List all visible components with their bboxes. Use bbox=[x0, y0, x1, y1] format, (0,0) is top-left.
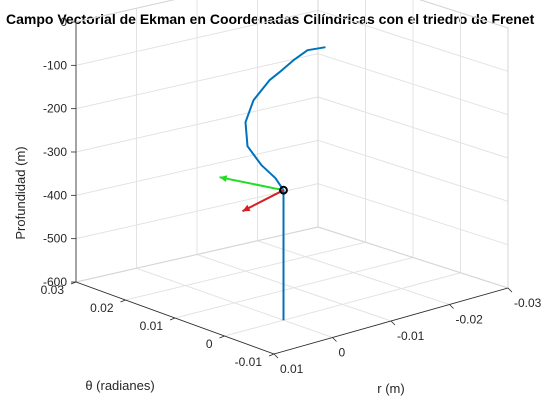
side-wall-grid-line bbox=[317, 53, 509, 116]
theta-axis-ticks: -0.01 0 0.01 0.02 0.03 bbox=[41, 283, 263, 369]
z-tick-label: -100 bbox=[43, 58, 67, 72]
back-wall-grid-line bbox=[75, 139, 319, 196]
floor-grid-line bbox=[224, 272, 461, 337]
side-wall-grid-line bbox=[317, 139, 509, 202]
theta-tick-label: 0.01 bbox=[140, 319, 164, 333]
z-tick-label: -300 bbox=[43, 145, 67, 159]
theta-tick-mark bbox=[120, 299, 126, 303]
z-tick-label: -200 bbox=[43, 102, 67, 116]
theta-tick-label: 0.03 bbox=[41, 283, 65, 297]
theta-tick-label: 0.02 bbox=[90, 301, 114, 315]
chart-title: Campo Vectorial de Ekman en Coordenadas … bbox=[6, 11, 535, 27]
theta-axis-label: θ (radianes) bbox=[85, 378, 154, 393]
pane-edge bbox=[75, 0, 176, 23]
z-tick-label: -400 bbox=[43, 188, 67, 202]
normal-vector-head bbox=[242, 204, 251, 212]
r-axis-ticks: -0.03 -0.02 -0.01 0 0.01 bbox=[280, 296, 542, 376]
grid-layer bbox=[75, 0, 509, 355]
z-tick-label: -500 bbox=[43, 232, 67, 246]
theta-tick-mark bbox=[169, 317, 176, 321]
z-axis-label: Profundidad (m) bbox=[13, 146, 28, 239]
ekman-profile-line bbox=[244, 46, 326, 321]
theta-tick-mark bbox=[70, 281, 77, 285]
floor-grid-line bbox=[174, 257, 414, 319]
side-wall-grid-line bbox=[317, 183, 509, 246]
r-tick-label: 0 bbox=[339, 346, 346, 360]
r-tick-label: -0.03 bbox=[514, 296, 542, 310]
frenet-point-marker bbox=[279, 185, 288, 195]
back-wall-grid-line bbox=[75, 9, 319, 66]
normal-vector bbox=[242, 189, 284, 213]
pane-edge bbox=[75, 226, 319, 283]
pane-edge bbox=[317, 226, 509, 289]
normal-vector-shaft bbox=[242, 189, 284, 213]
theta-tick-label: -0.01 bbox=[235, 355, 263, 369]
tangent-vector bbox=[219, 175, 284, 192]
side-wall-grid-line bbox=[317, 9, 509, 72]
tangent-vector-head bbox=[219, 175, 228, 183]
floor-grid-line bbox=[125, 241, 366, 301]
z-tick-label: -600 bbox=[43, 275, 67, 289]
theta-tick-label: 0 bbox=[206, 337, 213, 351]
r-tick-mark bbox=[273, 353, 279, 359]
r-tick-mark bbox=[332, 337, 337, 342]
theta-tick-mark bbox=[219, 335, 225, 339]
r-tick-mark bbox=[507, 287, 513, 293]
data-layer bbox=[219, 46, 326, 321]
pane-edge bbox=[419, 0, 509, 29]
tangent-vector-shaft bbox=[219, 176, 284, 192]
r-tick-label: 0.01 bbox=[280, 362, 304, 376]
back-wall-grid-line bbox=[75, 96, 319, 153]
axes-box bbox=[70, 0, 513, 359]
r-tick-mark bbox=[449, 304, 454, 309]
r-tick-label: -0.02 bbox=[456, 313, 484, 327]
side-wall-grid-line bbox=[317, 96, 509, 159]
z-tick-label: 0 bbox=[60, 15, 67, 29]
theta-tick-mark bbox=[268, 353, 275, 357]
r-tick-label: -0.01 bbox=[397, 329, 425, 343]
r-axis-label: r (m) bbox=[377, 381, 404, 396]
back-wall-grid-line bbox=[75, 53, 319, 110]
z-axis-ticks: 0 -100 -200 -300 -400 -500 -600 bbox=[43, 15, 67, 289]
r-tick-mark bbox=[390, 320, 396, 326]
